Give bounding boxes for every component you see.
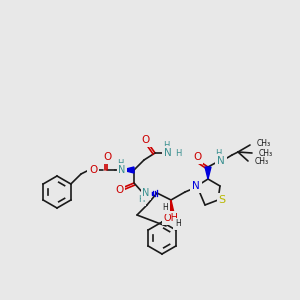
Text: CH₃: CH₃ bbox=[255, 158, 269, 166]
Text: H: H bbox=[138, 196, 144, 205]
Text: OH: OH bbox=[164, 213, 178, 223]
Text: H: H bbox=[175, 220, 181, 229]
Text: N: N bbox=[192, 181, 200, 191]
Polygon shape bbox=[205, 167, 211, 179]
Text: H: H bbox=[175, 148, 181, 158]
Text: H: H bbox=[117, 158, 123, 167]
Text: H: H bbox=[162, 203, 168, 212]
Text: O: O bbox=[142, 135, 150, 145]
Text: CH₃: CH₃ bbox=[257, 139, 271, 148]
Text: O: O bbox=[115, 185, 123, 195]
Text: O: O bbox=[193, 152, 201, 162]
Text: H: H bbox=[163, 140, 169, 149]
Text: CH₃: CH₃ bbox=[259, 148, 273, 158]
Text: O: O bbox=[103, 152, 111, 162]
Text: S: S bbox=[218, 195, 226, 205]
Text: O: O bbox=[89, 165, 97, 175]
Text: N: N bbox=[142, 188, 150, 198]
Polygon shape bbox=[122, 167, 134, 173]
Text: N: N bbox=[164, 148, 172, 158]
Polygon shape bbox=[168, 200, 174, 213]
Text: N: N bbox=[118, 165, 126, 175]
Text: H: H bbox=[215, 149, 221, 158]
Text: N: N bbox=[217, 156, 225, 166]
